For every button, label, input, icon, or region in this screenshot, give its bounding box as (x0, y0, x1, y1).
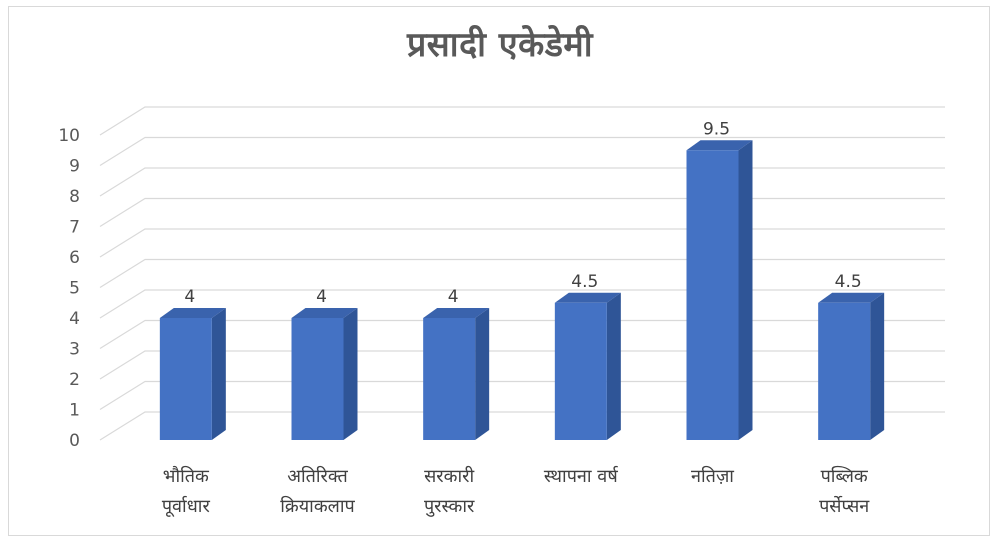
x-tick-label: स्थापना वर्ष (544, 465, 619, 487)
bar (291, 308, 358, 440)
data-label: 4.5 (835, 272, 862, 292)
data-label: 4 (316, 287, 327, 307)
gridline (99, 411, 945, 441)
gridline (99, 167, 945, 197)
y-tick-label: 4 (69, 309, 80, 329)
bars (159, 140, 885, 440)
data-label: 4 (184, 287, 195, 307)
bar-top (291, 308, 358, 318)
x-tick-label: पूर्वाधार (162, 495, 211, 517)
bar-top (818, 292, 885, 303)
gridline (99, 289, 945, 319)
chart-title: प्रसादी एकेडेमी (406, 25, 594, 65)
data-label: 9.5 (703, 119, 730, 139)
bar-front (159, 318, 212, 440)
gridline (99, 319, 945, 350)
gridline (99, 380, 945, 411)
data-label: 4 (448, 287, 459, 307)
chart-frame (8, 6, 990, 536)
bar-front (554, 302, 607, 440)
gridline (99, 350, 945, 380)
y-tick-label: 10 (58, 126, 80, 146)
bar (686, 140, 753, 440)
gridline (99, 136, 945, 167)
y-tick-label: 6 (69, 248, 80, 268)
bar-side (606, 292, 621, 440)
x-axis: भौतिक पूर्वाधार अतिरिक्त क्रियाकलाप सरकारी पु… (162, 465, 870, 517)
x-tick-label: पुरस्कार (424, 496, 475, 517)
gridline (99, 197, 945, 228)
bar-front (818, 302, 871, 440)
data-label: 4.5 (571, 272, 598, 292)
y-tick-label: 7 (69, 218, 80, 238)
y-tick-label: 1 (69, 401, 80, 421)
bar-front (423, 318, 476, 440)
bar-top (159, 308, 226, 318)
y-tick-label: 8 (69, 187, 80, 207)
bar (554, 292, 621, 440)
bar (818, 292, 885, 440)
bar-front (686, 150, 739, 440)
y-tick-label: 2 (69, 370, 80, 390)
bar-side (870, 292, 885, 440)
bar-top (423, 308, 490, 318)
data-labels: 4 4 4 4.5 9.5 4.5 (184, 119, 861, 307)
bar-side (475, 308, 490, 440)
bar (423, 308, 490, 440)
x-tick-label: सरकारी (424, 465, 474, 487)
bar-top (554, 292, 621, 303)
x-tick-label: भौतिक (163, 465, 210, 487)
x-tick-label: अतिरिक्त (287, 465, 348, 487)
bar (159, 308, 226, 440)
y-tick-label: 5 (69, 279, 80, 299)
bar-side (211, 308, 226, 440)
bar-side (738, 140, 753, 440)
y-tick-label: 3 (69, 340, 80, 360)
gridline (99, 228, 945, 258)
x-tick-label: क्रियाकलाप (280, 495, 355, 517)
y-tick-label: 0 (69, 431, 80, 451)
x-tick-label: नतिज़ा (691, 465, 734, 487)
bar-front (291, 318, 344, 440)
bar-top (686, 140, 753, 151)
gridlines (99, 106, 945, 441)
bar-side (343, 308, 358, 440)
x-tick-label: पब्लिक (821, 465, 869, 487)
gridline (99, 258, 945, 289)
gridline (99, 106, 945, 136)
y-axis: 0 1 2 3 4 5 6 7 8 9 10 (58, 126, 80, 451)
y-tick-label: 9 (69, 157, 80, 177)
x-tick-label: पर्सेप्सन (819, 495, 870, 517)
